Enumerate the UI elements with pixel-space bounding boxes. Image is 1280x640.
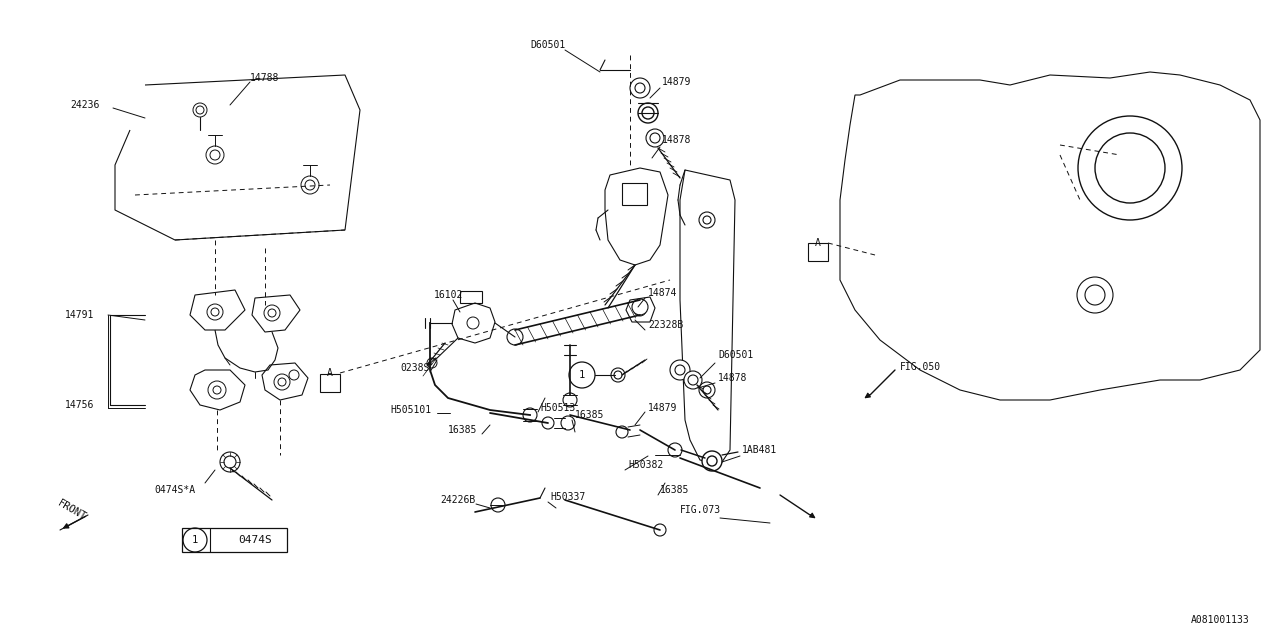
Circle shape <box>1078 116 1181 220</box>
Text: 24226B: 24226B <box>440 495 475 505</box>
Circle shape <box>524 408 538 422</box>
Text: A: A <box>328 368 333 378</box>
Circle shape <box>301 176 319 194</box>
Text: D60501: D60501 <box>718 350 753 360</box>
Text: H50382: H50382 <box>628 460 663 470</box>
Circle shape <box>570 362 595 388</box>
Text: 22328B: 22328B <box>648 320 684 330</box>
Text: A: A <box>815 238 820 248</box>
Circle shape <box>206 146 224 164</box>
Circle shape <box>668 443 682 457</box>
Circle shape <box>183 528 207 552</box>
Circle shape <box>207 304 223 320</box>
Circle shape <box>492 498 506 512</box>
Text: 14878: 14878 <box>662 135 691 145</box>
Circle shape <box>630 78 650 98</box>
Text: 0474S*A: 0474S*A <box>155 485 196 495</box>
Text: 14791: 14791 <box>65 310 95 320</box>
Circle shape <box>654 524 666 536</box>
Text: 14788: 14788 <box>250 73 279 83</box>
Circle shape <box>264 305 280 321</box>
Circle shape <box>684 371 701 389</box>
Bar <box>460 291 483 303</box>
Circle shape <box>428 358 436 368</box>
Circle shape <box>646 129 664 147</box>
Circle shape <box>1076 277 1114 313</box>
Bar <box>182 528 287 552</box>
Circle shape <box>563 393 577 407</box>
Text: FIG.050: FIG.050 <box>900 362 941 372</box>
Text: 1: 1 <box>192 535 198 545</box>
Text: 24236: 24236 <box>70 100 100 110</box>
Circle shape <box>467 317 479 329</box>
Text: 16102: 16102 <box>434 290 463 300</box>
Text: FRONT: FRONT <box>56 498 88 522</box>
Circle shape <box>616 426 628 438</box>
Text: 1: 1 <box>579 370 585 380</box>
Circle shape <box>611 368 625 382</box>
Circle shape <box>701 451 722 471</box>
Circle shape <box>632 299 648 315</box>
Text: 16385: 16385 <box>660 485 690 495</box>
Text: H505101: H505101 <box>390 405 431 415</box>
Circle shape <box>561 416 575 430</box>
Circle shape <box>220 452 241 472</box>
Circle shape <box>699 212 716 228</box>
Text: FIG.073: FIG.073 <box>680 505 721 515</box>
Circle shape <box>1094 133 1165 203</box>
Text: 16385: 16385 <box>448 425 477 435</box>
Text: 14756: 14756 <box>65 400 95 410</box>
Text: 16385: 16385 <box>575 410 604 420</box>
Text: 14879: 14879 <box>648 403 677 413</box>
Circle shape <box>634 304 646 316</box>
Bar <box>622 183 646 205</box>
Text: A081001133: A081001133 <box>1192 615 1251 625</box>
Circle shape <box>274 374 291 390</box>
Text: H50513: H50513 <box>540 403 575 413</box>
Text: 0238S: 0238S <box>401 363 429 373</box>
Circle shape <box>699 382 716 398</box>
Circle shape <box>669 360 690 380</box>
Circle shape <box>507 329 524 345</box>
Circle shape <box>637 103 658 123</box>
Text: 1AB481: 1AB481 <box>742 445 777 455</box>
Circle shape <box>541 417 554 429</box>
Bar <box>320 374 340 392</box>
Text: 14878: 14878 <box>718 373 748 383</box>
Bar <box>808 243 828 261</box>
Text: 0474S: 0474S <box>238 535 271 545</box>
Text: H50337: H50337 <box>550 492 585 502</box>
Text: 14879: 14879 <box>662 77 691 87</box>
Text: 14874: 14874 <box>648 288 677 298</box>
Circle shape <box>209 381 227 399</box>
Circle shape <box>1085 285 1105 305</box>
Text: D60501: D60501 <box>530 40 566 50</box>
